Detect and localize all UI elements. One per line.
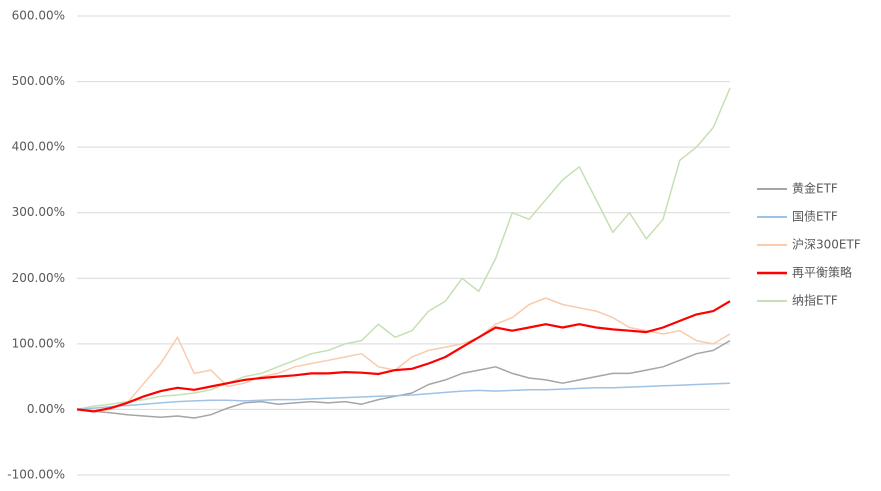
y-tick-label: 500.00% [12,74,65,88]
legend-label: 沪深300ETF [792,238,861,252]
line-series [76,339,731,419]
y-tick-label: -100.00% [7,468,65,482]
y-tick-label: 400.00% [12,140,65,154]
line-series [76,87,731,411]
y-tick-label: 0.00% [27,402,65,416]
y-tick-label: 100.00% [12,336,65,350]
line-series [76,297,731,413]
line-series [76,382,731,411]
y-tick-label: 300.00% [12,205,65,219]
legend-label: 黄金ETF [792,181,838,196]
line-series [76,300,731,413]
y-tick-label: 200.00% [12,271,65,285]
y-tick-label: 600.00% [12,9,65,23]
legend-label: 再平衡策略 [792,265,852,280]
legend-label: 国债ETF [792,210,838,224]
legend-label: 纳指ETF [792,293,838,308]
